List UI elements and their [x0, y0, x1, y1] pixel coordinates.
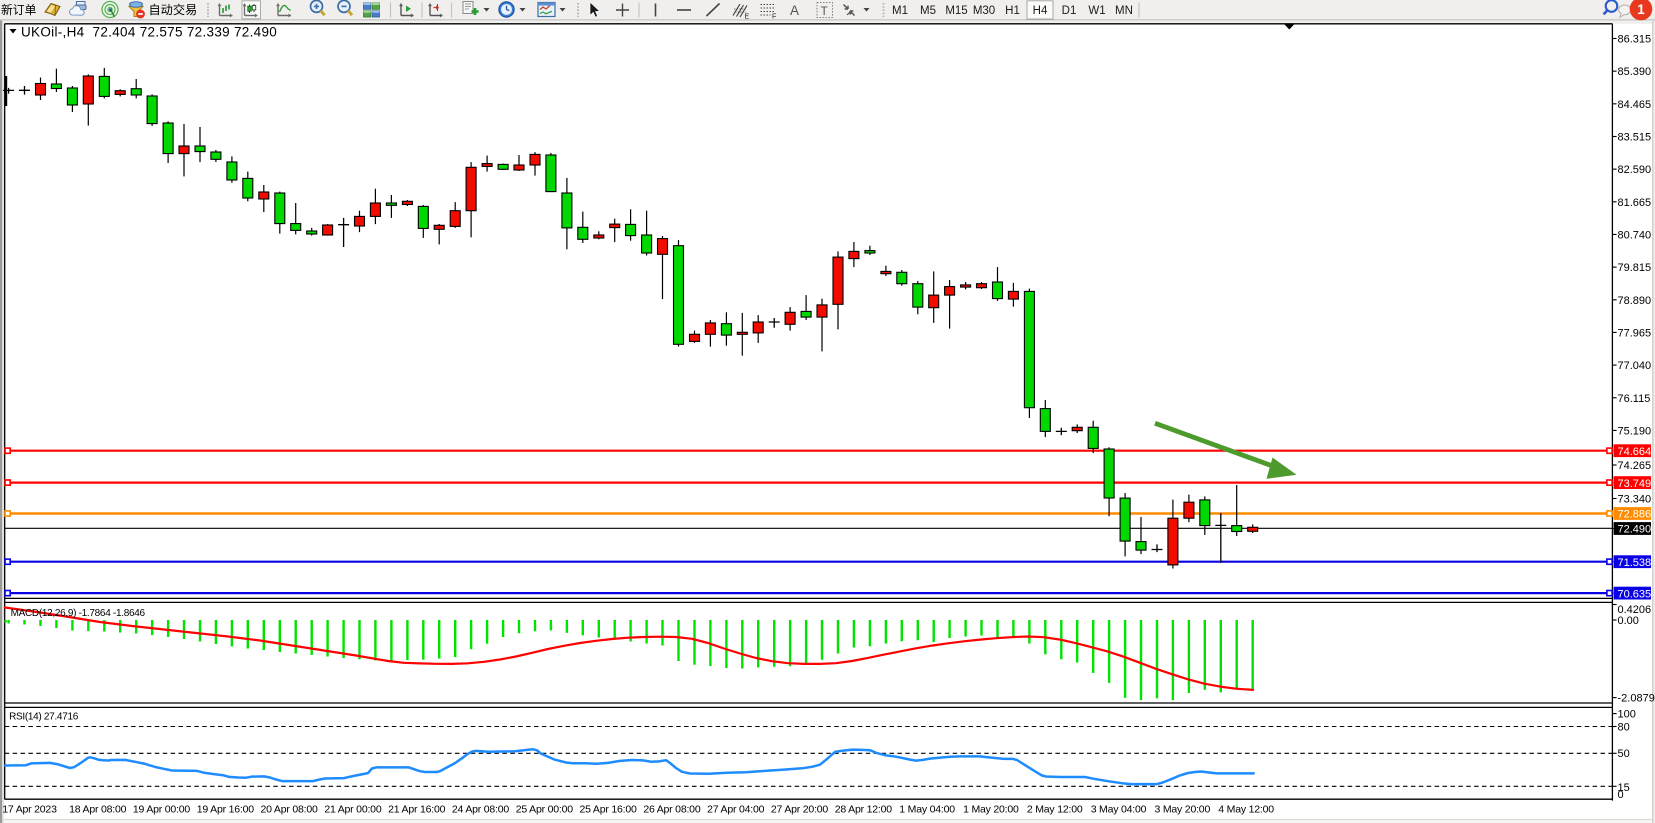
svg-text:80: 80	[1618, 721, 1630, 733]
svg-text:21 Apr 00:00: 21 Apr 00:00	[324, 804, 382, 816]
svg-text:21 Apr 16:00: 21 Apr 16:00	[388, 804, 446, 816]
svg-text:A: A	[790, 3, 799, 18]
svg-text:71.538: 71.538	[1618, 557, 1652, 569]
svg-text:4 May 12:00: 4 May 12:00	[1218, 804, 1274, 816]
svg-text:UKOil-,H4 72.404 72.575 72.33: UKOil-,H4 72.404 72.575 72.339 72.490	[21, 25, 277, 40]
svg-text:75.190: 75.190	[1618, 425, 1652, 437]
svg-text:MN: MN	[1115, 5, 1133, 17]
svg-text:1: 1	[1637, 2, 1645, 17]
svg-text:25 Apr 16:00: 25 Apr 16:00	[580, 804, 638, 816]
svg-text:77.965: 77.965	[1618, 327, 1652, 339]
svg-text:W1: W1	[1088, 5, 1105, 17]
svg-text:85.390: 85.390	[1618, 66, 1652, 78]
svg-text:19 Apr 00:00: 19 Apr 00:00	[133, 804, 191, 816]
svg-text:17 Apr 2023: 17 Apr 2023	[2, 804, 57, 816]
svg-text:H4: H4	[1033, 5, 1048, 17]
svg-text:73.340: 73.340	[1618, 494, 1652, 506]
svg-text:M30: M30	[973, 5, 995, 17]
svg-text:3 May 04:00: 3 May 04:00	[1091, 804, 1147, 816]
svg-text:70.635: 70.635	[1618, 588, 1652, 600]
svg-text:73.749: 73.749	[1618, 478, 1652, 490]
svg-text:50: 50	[1618, 748, 1630, 760]
svg-text:RSI(14) 27.4716: RSI(14) 27.4716	[9, 712, 79, 723]
svg-text:72.886: 72.886	[1618, 509, 1652, 521]
svg-text:T: T	[821, 4, 829, 18]
svg-text:15: 15	[1618, 782, 1630, 794]
svg-text:M1: M1	[892, 5, 908, 17]
svg-text:82.590: 82.590	[1618, 164, 1652, 176]
svg-text:72.490: 72.490	[1618, 524, 1652, 536]
svg-text:20 Apr 08:00: 20 Apr 08:00	[261, 804, 319, 816]
svg-text:M15: M15	[945, 5, 967, 17]
svg-text:78.890: 78.890	[1618, 295, 1652, 307]
svg-text:18 Apr 08:00: 18 Apr 08:00	[69, 804, 127, 816]
svg-text:新订单: 新订单	[1, 3, 37, 17]
svg-text:0.00: 0.00	[1618, 615, 1639, 627]
svg-text:83.515: 83.515	[1618, 132, 1652, 144]
svg-text:MACD(12,26,9) -1.7864 -1.8646: MACD(12,26,9) -1.7864 -1.8646	[11, 608, 146, 619]
svg-text:-2.0879: -2.0879	[1618, 692, 1655, 704]
svg-text:3 May 20:00: 3 May 20:00	[1155, 804, 1211, 816]
svg-text:1 May 20:00: 1 May 20:00	[963, 804, 1019, 816]
svg-text:86.315: 86.315	[1618, 34, 1652, 46]
svg-text:1 May 04:00: 1 May 04:00	[899, 804, 955, 816]
svg-text:19 Apr 16:00: 19 Apr 16:00	[197, 804, 255, 816]
svg-text:100: 100	[1618, 708, 1636, 720]
svg-text:24 Apr 08:00: 24 Apr 08:00	[452, 804, 510, 816]
svg-text:28 Apr 12:00: 28 Apr 12:00	[835, 804, 893, 816]
svg-text:26 Apr 08:00: 26 Apr 08:00	[643, 804, 701, 816]
svg-text:74.265: 74.265	[1618, 460, 1652, 472]
svg-text:27 Apr 04:00: 27 Apr 04:00	[707, 804, 765, 816]
svg-text:25 Apr 00:00: 25 Apr 00:00	[516, 804, 574, 816]
svg-text:74.664: 74.664	[1618, 446, 1652, 458]
svg-text:0.4206: 0.4206	[1618, 604, 1652, 616]
svg-text:77.040: 77.040	[1618, 360, 1652, 372]
svg-text:81.665: 81.665	[1618, 197, 1652, 209]
svg-text:H1: H1	[1005, 5, 1020, 17]
svg-text:27 Apr 20:00: 27 Apr 20:00	[771, 804, 829, 816]
svg-text:M5: M5	[920, 5, 936, 17]
svg-text:F: F	[772, 14, 776, 21]
svg-text:自动交易: 自动交易	[149, 2, 198, 17]
svg-text:76.115: 76.115	[1618, 393, 1651, 405]
svg-text:79.815: 79.815	[1618, 262, 1652, 274]
svg-text:E: E	[745, 14, 750, 21]
svg-text:0: 0	[1618, 789, 1624, 801]
svg-text:D1: D1	[1062, 5, 1077, 17]
svg-text:84.465: 84.465	[1618, 99, 1652, 111]
svg-text:2 May 12:00: 2 May 12:00	[1027, 804, 1083, 816]
svg-text:80.740: 80.740	[1618, 230, 1652, 242]
